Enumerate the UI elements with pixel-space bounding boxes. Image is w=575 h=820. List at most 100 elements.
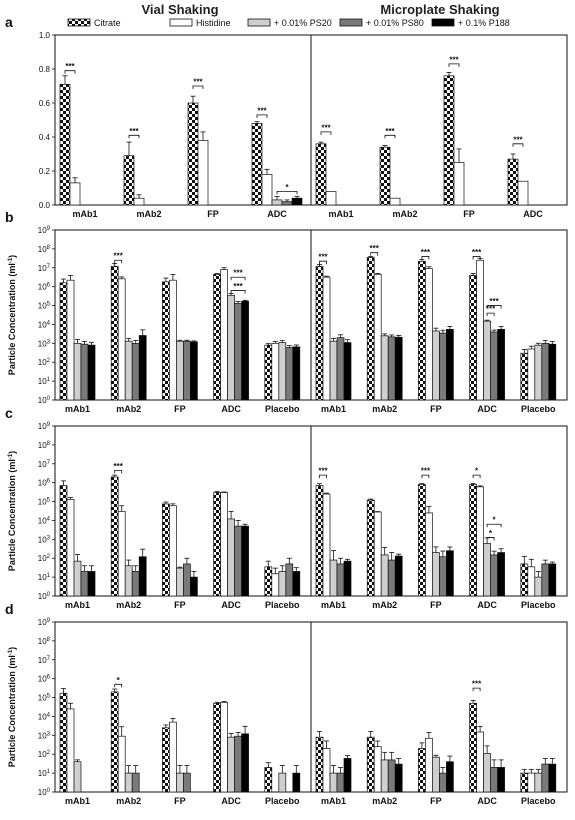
bar-0-1-p188-adc [497, 767, 505, 793]
bar-histidine-placebo [527, 772, 536, 793]
plot-frame [54, 34, 312, 206]
category-label-mab1: mAb1 [321, 600, 346, 610]
legend-label-histidine: Histidine [196, 18, 231, 28]
legend: Citrate Histidine + 0.01% PS20 + 0.01% PS80… [67, 18, 510, 28]
significance-label: *** [318, 467, 328, 476]
significance-label: *** [233, 269, 243, 278]
category-label-mab2: mAb2 [392, 209, 417, 219]
category-label-fp: FP [174, 796, 186, 806]
bar-0-1-p188-mab2 [394, 336, 403, 401]
bar-0-01-ps80-fp [183, 340, 191, 401]
bar-0-01-ps20-placebo [534, 576, 543, 597]
bar-0-01-ps20-fp [432, 756, 440, 793]
bar-0-1-p188-adc [241, 300, 249, 401]
bar-citrate-adc [469, 702, 477, 793]
bar-0-1-p188-mab1 [343, 758, 352, 793]
category-label-placebo: Placebo [265, 600, 300, 610]
bar-citrate-placebo [520, 352, 529, 401]
plot-frame [54, 621, 312, 793]
significance-label: * [489, 529, 493, 538]
significance-bracket [512, 143, 524, 147]
y-tick-label: 108 [38, 441, 51, 450]
bar-0-1-p188-adc [291, 197, 303, 206]
bar-0-01-ps20-adc [227, 518, 235, 597]
bar-0-1-p188-adc [497, 328, 505, 401]
legend-label-0-01-ps20: + 0.01% PS20 [274, 18, 332, 28]
significance-bracket [472, 474, 481, 479]
significance-label: *** [421, 467, 431, 476]
category-label-mab1: mAb1 [321, 404, 346, 414]
y-tick-label: 107 [38, 656, 51, 665]
bar-0-01-ps20-fp [176, 340, 184, 401]
bar-0-01-ps80-fp [183, 563, 191, 597]
y-tick-label: 0.2 [39, 167, 51, 176]
y-tick-label: 103 [38, 339, 51, 348]
bar-0-01-ps20-mab1 [73, 560, 82, 597]
y-tick-label: 103 [38, 535, 51, 544]
bar-0-01-ps20-mab2 [124, 772, 133, 793]
bar-citrate-fp [418, 260, 426, 401]
bar-0-01-ps80-placebo [541, 563, 550, 597]
y-tick-label: 102 [38, 750, 51, 759]
significance-bracket [486, 523, 502, 528]
bar-0-01-ps20-adc [227, 294, 235, 401]
significance-bracket [128, 134, 140, 139]
significance-label: *** [472, 248, 482, 257]
bar-0-01-ps20-mab2 [380, 759, 389, 793]
bar-citrate-mab1 [315, 143, 327, 206]
bar-0-01-ps80-adc [490, 331, 498, 401]
bar-histidine-placebo [271, 573, 280, 597]
bar-0-1-p188-mab2 [138, 335, 147, 401]
significance-bracket [114, 683, 123, 688]
panel-letter-d: d [5, 601, 14, 617]
bar-0-01-ps20-mab2 [380, 335, 389, 401]
significance-bracket [114, 259, 123, 264]
bar-0-01-ps20-fp [176, 772, 184, 793]
category-label-mab2: mAb2 [116, 600, 141, 610]
bar-0-1-p188-mab2 [394, 555, 403, 597]
category-label-mab2: mAb2 [372, 796, 397, 806]
significance-bracket [486, 305, 502, 309]
y-tick-label: 0.6 [39, 99, 51, 108]
y-tick-label: 106 [38, 283, 51, 292]
panel-letter-b: b [5, 209, 14, 225]
significance-label: *** [65, 62, 75, 71]
bar-0-01-ps80-mab1 [336, 772, 345, 793]
y-tick-label: 0.8 [39, 65, 51, 74]
y-tick-label: 108 [38, 245, 51, 254]
bar-0-01-ps20-adc [483, 753, 491, 793]
bar-histidine-adc [476, 731, 484, 793]
bar-histidine-mab2 [373, 511, 382, 597]
bar-0-01-ps20-adc [227, 736, 235, 793]
significance-bracket [486, 312, 495, 317]
category-label-mab1: mAb1 [321, 796, 346, 806]
bar-histidine-adc [517, 180, 529, 206]
bar-citrate-adc [213, 492, 221, 597]
bar-histidine-fp [425, 268, 433, 401]
significance-label: * [493, 516, 497, 525]
bar-histidine-mab1 [322, 748, 331, 793]
bar-0-1-p188-mab2 [394, 763, 403, 793]
bar-histidine-mab1 [66, 499, 75, 597]
category-label-mab1: mAb1 [328, 209, 353, 219]
bar-0-1-p188-fp [446, 550, 454, 597]
bar-0-1-p188-placebo [292, 571, 301, 597]
bar-citrate-mab1 [59, 692, 68, 793]
subplot-d-left: mAb1 mAb2 FP ADC Placebo * [54, 621, 312, 806]
bar-0-01-ps20-adc [271, 199, 283, 206]
panel-c: c Particle Concentration (ml-1) 100 101 102 1… [5, 405, 568, 610]
significance-bracket [114, 469, 123, 474]
bar-0-01-ps20-placebo [278, 571, 287, 597]
bar-citrate-mab2 [110, 265, 119, 401]
bar-0-01-ps80-mab2 [131, 772, 140, 793]
significance-bracket [230, 276, 246, 281]
bar-0-1-p188-placebo [548, 563, 557, 597]
y-tick-label: 104 [38, 320, 51, 329]
y-tick-label: 102 [38, 554, 51, 563]
bar-histidine-mab2 [117, 735, 126, 793]
bar-citrate-mab2 [123, 155, 135, 206]
bar-citrate-fp [162, 727, 170, 793]
y-tick-label: 109 [38, 618, 51, 627]
significance-label: *** [129, 127, 139, 136]
